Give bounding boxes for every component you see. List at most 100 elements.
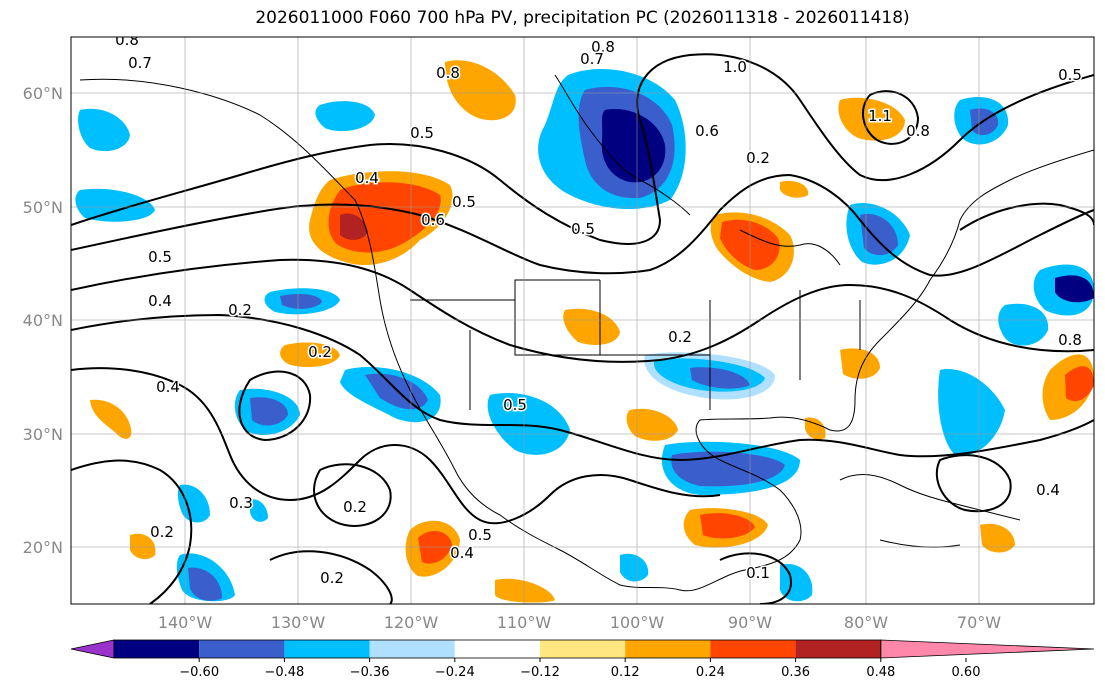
contour-label: 1.0: [723, 58, 747, 76]
colorbar-tick-label: 0.24: [696, 665, 725, 680]
colorbar-outline: [113, 639, 882, 659]
colorbar-segment: [454, 640, 540, 658]
pos-area-d: [563, 308, 620, 345]
pos-area-g: [90, 399, 132, 439]
contour-label: 0.8: [591, 38, 615, 56]
colorbar: −0.60 −0.48 −0.36 −0.24 −0.12 0.12 0.24 0.36 0.4…: [70, 639, 1095, 680]
contour-label: 0.5: [503, 396, 527, 414]
colorbar-segment: [795, 640, 881, 658]
contour-label: 0.2: [150, 523, 174, 541]
pos-area-c: [780, 180, 809, 198]
contour-label: 0.8: [906, 122, 930, 140]
contour-label: 0.2: [668, 328, 692, 346]
colorbar-tick-label: 0.12: [611, 665, 640, 680]
neg-area-3: [75, 188, 155, 222]
lon-tick-label: 80°W: [844, 613, 888, 632]
contour-label: 1.1: [868, 107, 892, 125]
neg-area-19: [250, 499, 268, 522]
pos-area-bc-core: [340, 213, 368, 240]
neg-area-15: [177, 484, 210, 523]
lon-tick-label: 110°W: [497, 613, 552, 632]
longitude-labels: 140°W 130°W 120°W 110°W 100°W 90°W 80°W 70°W: [158, 613, 1001, 632]
neg-area-2: [78, 108, 130, 152]
pos-area-b: [838, 97, 905, 141]
contour-label: 0.5: [410, 124, 434, 142]
contour-label: 0.4: [156, 378, 180, 396]
colorbar-tick-label: −0.12: [520, 665, 560, 680]
pos-area-o: [980, 523, 1015, 553]
contour-label: 0.2: [320, 569, 344, 587]
neg-area-6b: [1055, 275, 1094, 303]
colorbar-segment: [625, 640, 711, 658]
contour-label: 0.5: [1058, 66, 1082, 84]
neg-area-17: [620, 553, 649, 582]
contour-label: 0.2: [343, 498, 367, 516]
lat-tick-label: 50°N: [23, 198, 63, 217]
colorbar-tick-label: −0.48: [264, 665, 304, 680]
lat-tick-label: 30°N: [23, 425, 63, 444]
contour-label: 0.8: [436, 64, 460, 82]
contour-label: 0.5: [468, 526, 492, 544]
neg-area-8b: [280, 294, 322, 309]
pv-contours: [71, 53, 1094, 604]
lon-tick-label: 140°W: [158, 613, 213, 632]
pos-area-a: [445, 60, 516, 121]
colorbar-segment: [284, 640, 370, 658]
colorbar-segment: [114, 640, 200, 658]
latitude-labels: 60°N 50°N 40°N 30°N 20°N: [23, 84, 63, 557]
colorbar-segment: [199, 640, 285, 658]
gridlines: [71, 37, 1094, 604]
contour-label: 0.6: [695, 122, 719, 140]
contour-label: 0.4: [450, 544, 474, 562]
contour-label: 0.7: [580, 50, 604, 68]
lon-tick-label: 100°W: [610, 613, 665, 632]
contour-label: 0.4: [148, 292, 172, 310]
pos-area-m: [130, 533, 156, 560]
lat-tick-label: 20°N: [23, 538, 63, 557]
colorbar-tick-label: 0.60: [952, 665, 981, 680]
colorbar-tick-label: 0.48: [866, 665, 895, 680]
contour-label: 0.2: [228, 301, 252, 319]
neg-area-13b: [671, 451, 785, 487]
colorbar-segment: [540, 640, 626, 658]
colorbar-segment: [369, 640, 455, 658]
contour-label: 0.7: [128, 54, 152, 72]
neg-area-7: [998, 303, 1049, 346]
contour-label: 0.1: [746, 564, 770, 582]
colorbar-tick-label: 0.36: [781, 665, 810, 680]
lon-tick-label: 70°W: [957, 613, 1001, 632]
pos-area-f: [840, 348, 880, 379]
neg-area-9b: [365, 373, 428, 410]
contour-label: 0.4: [355, 169, 379, 187]
colorbar-tick-label: −0.60: [179, 665, 219, 680]
neg-area-5b: [860, 214, 898, 256]
pos-area-j-red: [1065, 366, 1094, 402]
contour-label: 0.8: [1058, 331, 1082, 349]
map-panel: 0.80.70.80.7 1.0 0.50.80.51.10.80.60.20.40…: [71, 31, 1094, 604]
colorbar-tick-label: −0.36: [350, 665, 390, 680]
neg-area-16b: [188, 567, 222, 601]
lat-tick-label: 40°N: [23, 311, 63, 330]
lat-tick-label: 60°N: [23, 84, 63, 103]
contour-label: 0.4: [1036, 481, 1060, 499]
map-frame: [70, 36, 1095, 605]
colorbar-tick-label: −0.24: [435, 665, 475, 680]
lon-tick-label: 90°W: [728, 613, 772, 632]
contour-label: 0.5: [148, 248, 172, 266]
neg-area-10b: [250, 397, 288, 426]
contour-label: 0.2: [308, 343, 332, 361]
contour-label: 0.5: [571, 220, 595, 238]
lon-tick-label: 130°W: [271, 613, 326, 632]
coastlines: [79, 74, 1094, 592]
map-title: 2026011000 F060 700 hPa PV, precipitatio…: [255, 8, 910, 28]
neg-area-1: [315, 101, 375, 132]
colorbar-extend-max: [880, 639, 1095, 659]
contour-label: 0.6: [421, 211, 445, 229]
pos-area-k-red: [700, 513, 755, 539]
neg-area-12c: [690, 367, 750, 389]
colorbar-segment: [710, 640, 796, 658]
contour-labels: 0.80.70.80.7 1.0 0.50.80.51.10.80.60.20.40…: [114, 31, 1084, 589]
contour-label: 0.8: [115, 31, 139, 49]
pos-area-n: [495, 578, 555, 603]
